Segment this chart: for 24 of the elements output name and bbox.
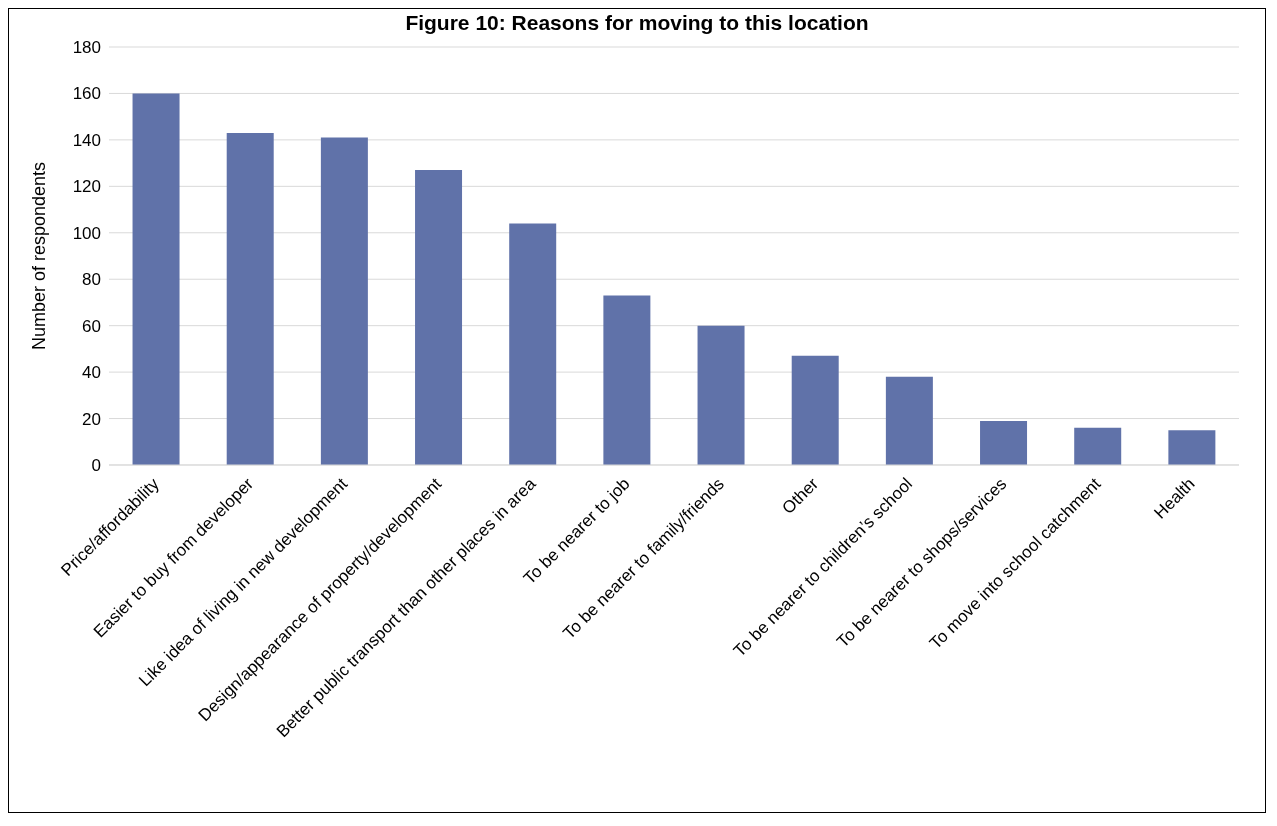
y-tick-label: 180 bbox=[72, 38, 101, 58]
bar bbox=[132, 93, 180, 465]
y-tick-label: 20 bbox=[82, 409, 101, 429]
y-tick-label: 60 bbox=[82, 316, 101, 336]
bar bbox=[980, 420, 1028, 465]
y-tick-label: 0 bbox=[91, 456, 101, 476]
bar bbox=[1168, 430, 1216, 465]
bar bbox=[226, 132, 274, 465]
bar bbox=[509, 223, 557, 465]
bar bbox=[697, 325, 745, 465]
y-tick-label: 160 bbox=[72, 84, 101, 104]
bar bbox=[791, 355, 839, 465]
y-tick-label: 120 bbox=[72, 177, 101, 197]
y-tick-label: 140 bbox=[72, 130, 101, 150]
y-axis-title: Number of respondents bbox=[29, 161, 50, 351]
bar bbox=[1074, 427, 1122, 465]
y-tick-label: 40 bbox=[82, 363, 101, 383]
bar bbox=[320, 137, 368, 465]
chart-title: Figure 10: Reasons for moving to this location bbox=[404, 11, 870, 35]
y-tick-label: 100 bbox=[72, 223, 101, 243]
bar bbox=[603, 295, 651, 465]
y-tick-label: 80 bbox=[82, 270, 101, 290]
bar bbox=[885, 376, 933, 465]
bar bbox=[415, 170, 463, 465]
